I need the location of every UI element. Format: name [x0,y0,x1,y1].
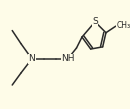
Text: CH₃: CH₃ [116,21,130,30]
Text: N: N [28,54,35,63]
Text: NH: NH [61,54,74,63]
Text: S: S [92,17,98,26]
